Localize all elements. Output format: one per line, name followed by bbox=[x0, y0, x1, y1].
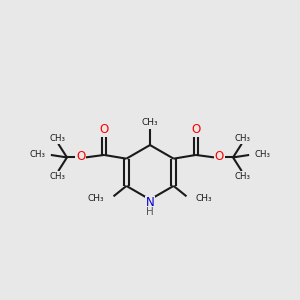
Text: O: O bbox=[191, 123, 200, 136]
Text: O: O bbox=[215, 150, 224, 164]
Text: CH₃: CH₃ bbox=[235, 172, 251, 181]
Text: CH₃: CH₃ bbox=[49, 172, 65, 181]
Text: CH₃: CH₃ bbox=[49, 134, 65, 143]
Text: O: O bbox=[76, 150, 85, 164]
Text: H: H bbox=[146, 207, 154, 217]
Text: CH₃: CH₃ bbox=[88, 194, 104, 203]
Text: CH₃: CH₃ bbox=[142, 118, 158, 127]
Text: CH₃: CH₃ bbox=[29, 151, 45, 160]
Text: CH₃: CH₃ bbox=[255, 151, 271, 160]
Text: CH₃: CH₃ bbox=[196, 194, 212, 203]
Text: N: N bbox=[146, 196, 154, 209]
Text: O: O bbox=[100, 123, 109, 136]
Text: CH₃: CH₃ bbox=[235, 134, 251, 143]
